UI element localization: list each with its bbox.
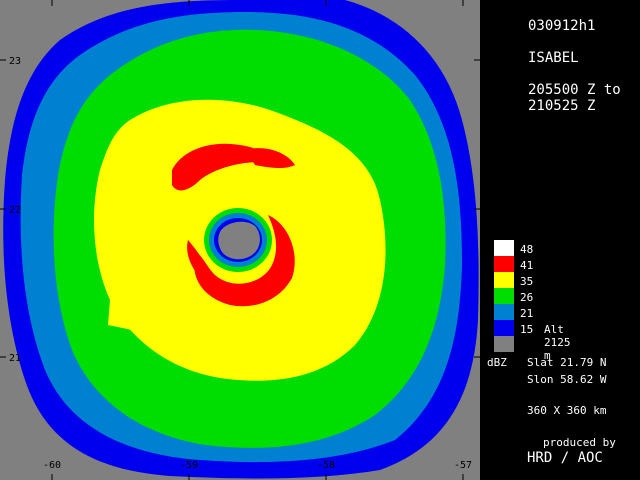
lat-label: 21	[9, 353, 21, 364]
lon-label: -57	[454, 460, 472, 471]
center-latitude: Slat 21.79 N	[527, 356, 607, 369]
lon-label: -59	[180, 460, 198, 471]
center-longitude: Slon 58.62 W	[527, 373, 607, 386]
legend-swatch-21	[494, 304, 514, 320]
lat-label: 23	[9, 56, 21, 67]
legend-value-41: 41	[520, 259, 534, 272]
reflectivity-41dbz-band	[187, 240, 210, 275]
lat-label: 22	[9, 205, 21, 216]
legend-swatch-48	[494, 240, 514, 256]
reflectivity-35dbz-patch	[250, 114, 285, 135]
legend-value-35: 35	[520, 275, 534, 288]
legend-swatch-41	[494, 256, 514, 272]
legend-swatch-35	[494, 272, 514, 288]
radar-reflectivity-map: 23 22 21 -60 -59 -58 -57	[0, 0, 480, 480]
storm-name: ISABEL	[528, 50, 579, 66]
legend-swatch-15	[494, 320, 514, 336]
lon-label: -58	[317, 460, 335, 471]
dbz-unit-label: dBZ	[487, 356, 507, 369]
altitude-readout: Alt 2125 m	[544, 323, 571, 362]
domain-size: 360 X 360 km	[527, 404, 607, 417]
legend-swatch-no-echo	[494, 336, 514, 352]
map-tick-marks	[0, 0, 480, 480]
reflectivity-41dbz-band	[172, 143, 264, 191]
legend-value-21: 21	[520, 307, 534, 320]
legend-value-48: 48	[520, 243, 534, 256]
info-panel: 030912h1 ISABEL 205500 Z to 210525 Z 48 …	[480, 0, 640, 480]
reflectivity-41dbz-band	[194, 215, 295, 307]
lon-label: -60	[43, 460, 61, 471]
flight-id: 030912h1	[528, 18, 596, 34]
credit-line1: produced by	[543, 436, 616, 449]
credit-line2: HRD / AOC	[527, 450, 603, 466]
legend-swatch-26	[494, 288, 514, 304]
reflectivity-35dbz-patch	[108, 298, 135, 330]
hurricane-eye	[218, 221, 260, 260]
legend-value-15: 15	[520, 323, 534, 336]
time-range-end: 210525 Z	[528, 98, 596, 114]
time-range-start: 205500 Z to	[528, 82, 621, 98]
reflectivity-41dbz-band	[245, 148, 295, 169]
legend-value-26: 26	[520, 291, 534, 304]
